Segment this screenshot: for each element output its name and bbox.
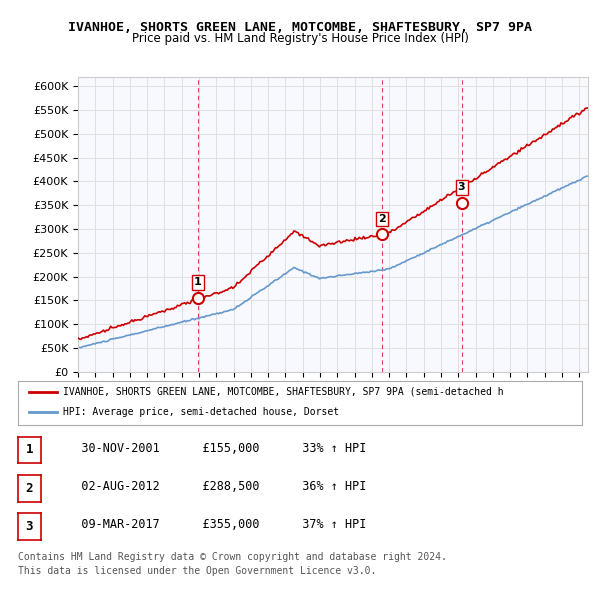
Text: 09-MAR-2017      £355,000      37% ↑ HPI: 09-MAR-2017 £355,000 37% ↑ HPI	[60, 518, 367, 532]
Text: 2: 2	[378, 214, 386, 224]
Text: 1: 1	[194, 277, 202, 287]
Text: IVANHOE, SHORTS GREEN LANE, MOTCOMBE, SHAFTESBURY, SP7 9PA (semi-detached h: IVANHOE, SHORTS GREEN LANE, MOTCOMBE, SH…	[63, 386, 504, 396]
Text: 3: 3	[26, 520, 33, 533]
Text: This data is licensed under the Open Government Licence v3.0.: This data is licensed under the Open Gov…	[18, 566, 376, 576]
Text: 1: 1	[26, 443, 33, 457]
Text: HPI: Average price, semi-detached house, Dorset: HPI: Average price, semi-detached house,…	[63, 408, 339, 417]
Text: 3: 3	[458, 182, 466, 192]
Text: 2: 2	[26, 481, 33, 495]
Text: IVANHOE, SHORTS GREEN LANE, MOTCOMBE, SHAFTESBURY, SP7 9PA: IVANHOE, SHORTS GREEN LANE, MOTCOMBE, SH…	[68, 21, 532, 34]
Text: Contains HM Land Registry data © Crown copyright and database right 2024.: Contains HM Land Registry data © Crown c…	[18, 552, 447, 562]
Text: 02-AUG-2012      £288,500      36% ↑ HPI: 02-AUG-2012 £288,500 36% ↑ HPI	[60, 480, 367, 493]
Text: Price paid vs. HM Land Registry's House Price Index (HPI): Price paid vs. HM Land Registry's House …	[131, 32, 469, 45]
Text: 30-NOV-2001      £155,000      33% ↑ HPI: 30-NOV-2001 £155,000 33% ↑ HPI	[60, 441, 367, 455]
